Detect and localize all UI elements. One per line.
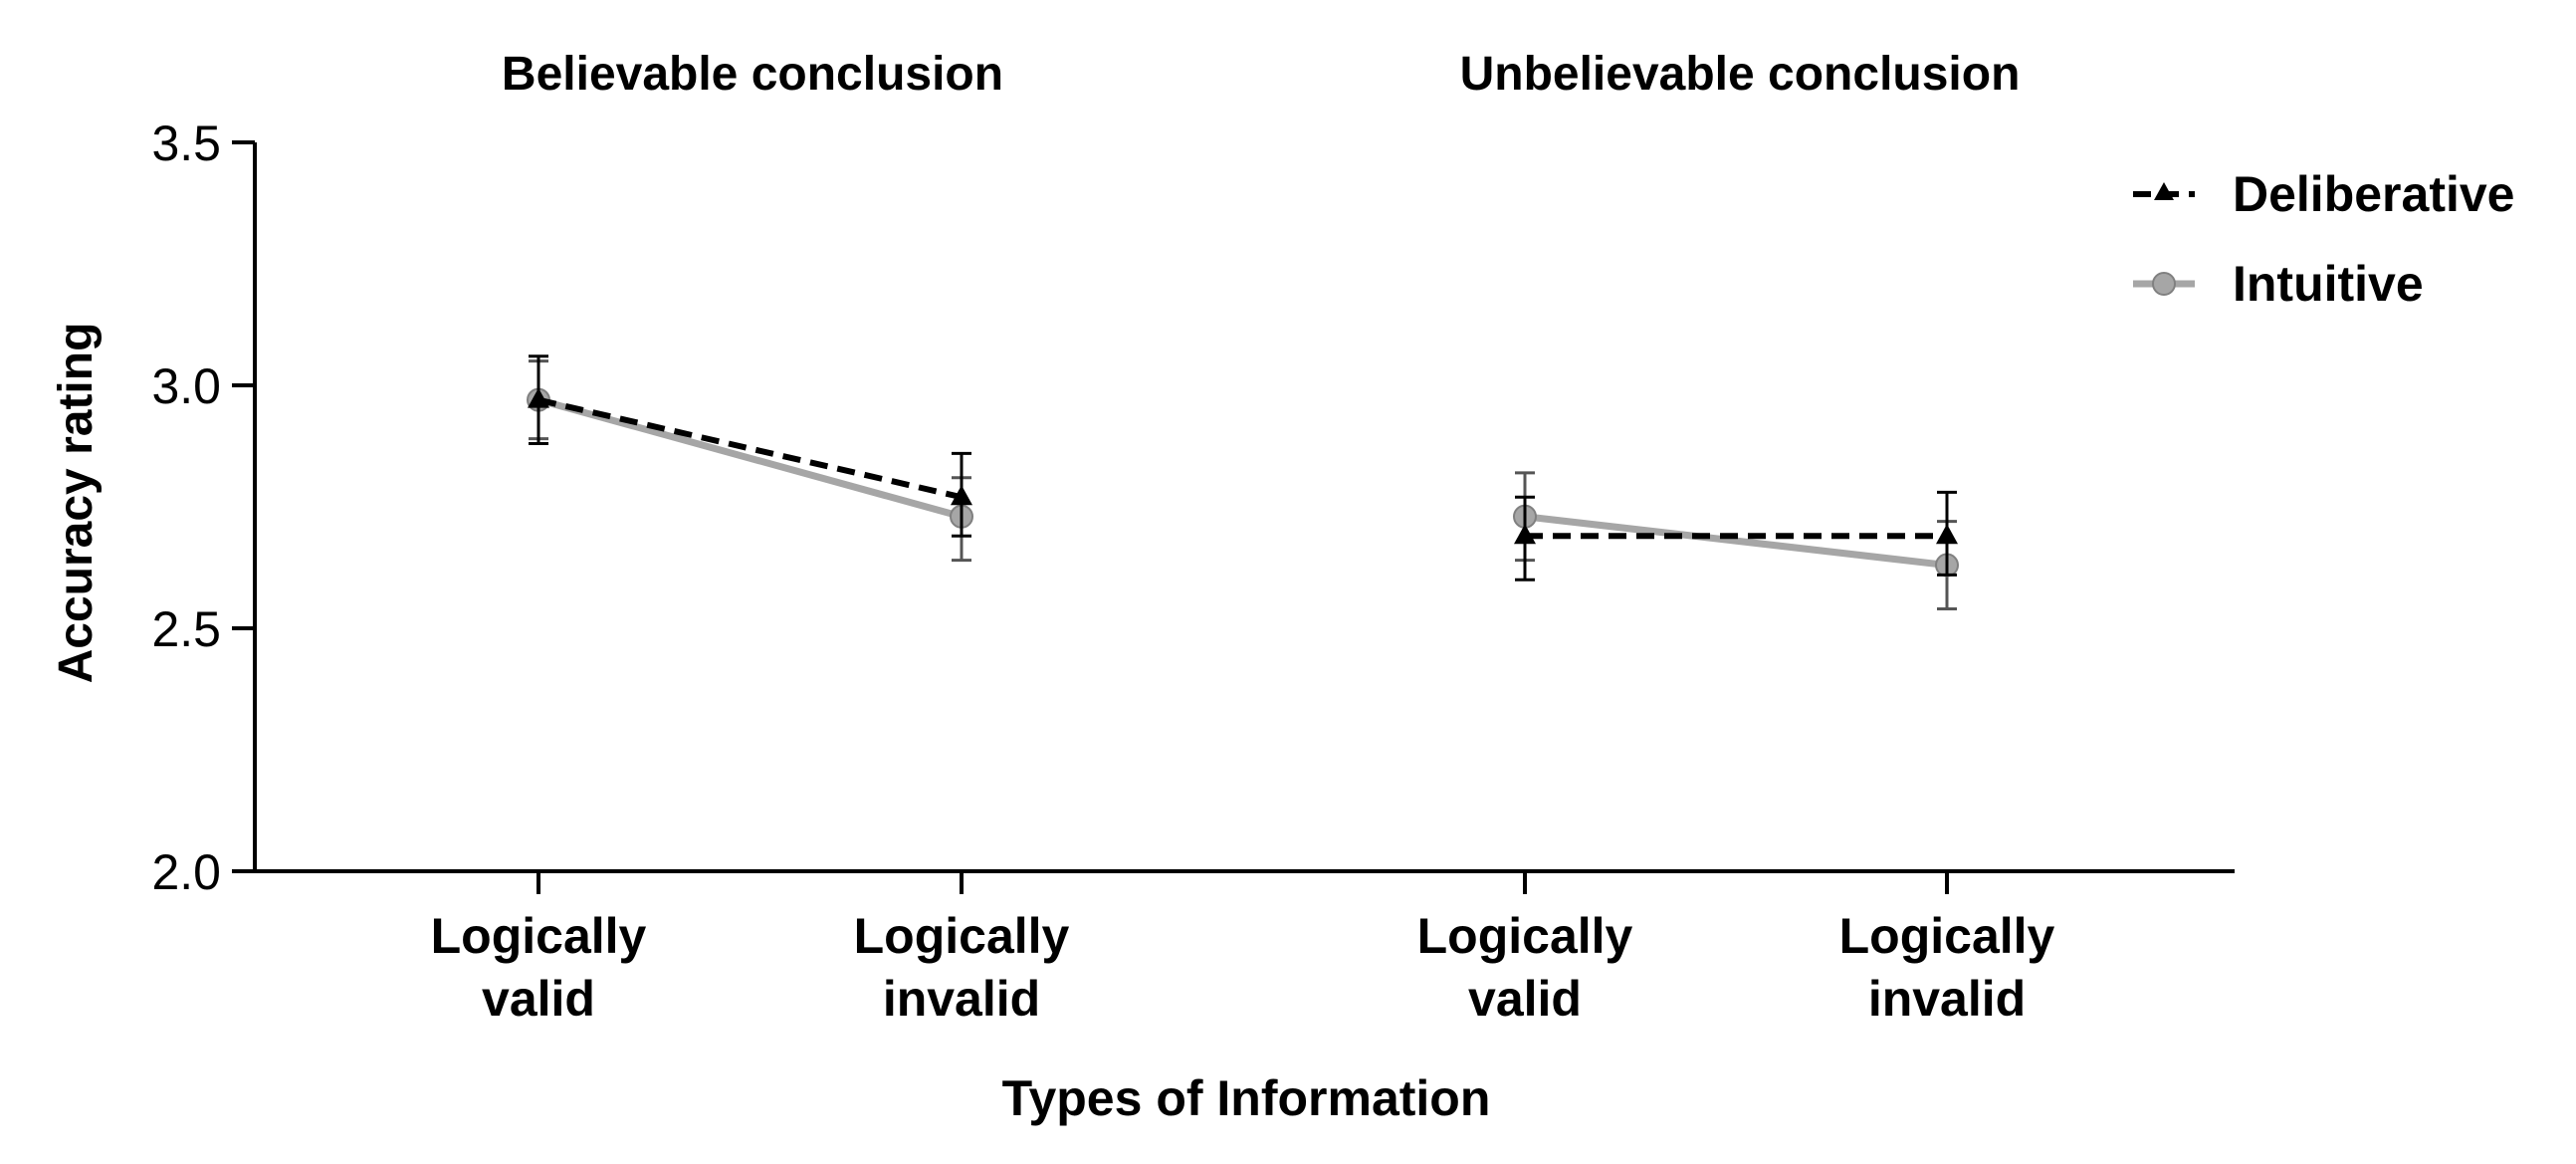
x-tick-label-0-0: Logically bbox=[431, 908, 647, 964]
x-tick-label-3-0: Logically bbox=[1839, 908, 2055, 964]
legend-deliberative-label: Deliberative bbox=[2233, 166, 2514, 222]
series-deliberative-line-0 bbox=[537, 396, 963, 501]
legend-intuitive-label: Intuitive bbox=[2233, 256, 2424, 312]
x-tick-label-2-1: valid bbox=[1468, 971, 1582, 1027]
y-tick-label-1: 2.5 bbox=[151, 601, 221, 657]
x-tick-label-0-1: valid bbox=[482, 971, 595, 1027]
series-deliberative-point-0 bbox=[528, 387, 549, 408]
axes-layer bbox=[253, 142, 2235, 873]
x-tick-label-3-1: invalid bbox=[1868, 971, 2026, 1027]
panel-title-believable: Believable conclusion bbox=[502, 48, 1003, 101]
x-tick-label-1-1: invalid bbox=[883, 971, 1040, 1027]
x-tick-label-1-0: Logically bbox=[854, 908, 1070, 964]
series-layer bbox=[527, 354, 1959, 610]
y-axis-title: Accuracy rating bbox=[50, 323, 103, 684]
series-intuitive-line-1 bbox=[1524, 513, 1948, 570]
y-tick-label-3: 3.5 bbox=[151, 116, 221, 171]
legend-intuitive-circle-icon bbox=[2152, 272, 2176, 296]
y-tick-label-2: 3.0 bbox=[151, 358, 221, 414]
series-deliberative-point-2 bbox=[1514, 524, 1536, 545]
legend: Deliberative Intuitive bbox=[2133, 166, 2514, 312]
panel-title-unbelievable: Unbelievable conclusion bbox=[1460, 48, 2021, 101]
x-axis-title: Types of Information bbox=[1002, 1070, 1491, 1126]
x-tick-label-2-0: Logically bbox=[1417, 908, 1633, 964]
series-intuitive-line-0 bbox=[537, 396, 963, 521]
ticks-layer: 2.0 2.5 3.0 3.5 Logically valid Logically inval… bbox=[151, 116, 2054, 1027]
legend-deliberative-triangle-icon bbox=[2154, 182, 2174, 200]
series-deliberative-point-1 bbox=[951, 485, 972, 506]
y-tick-label-0: 2.0 bbox=[151, 844, 221, 900]
series-deliberative-point-3 bbox=[1936, 524, 1958, 545]
